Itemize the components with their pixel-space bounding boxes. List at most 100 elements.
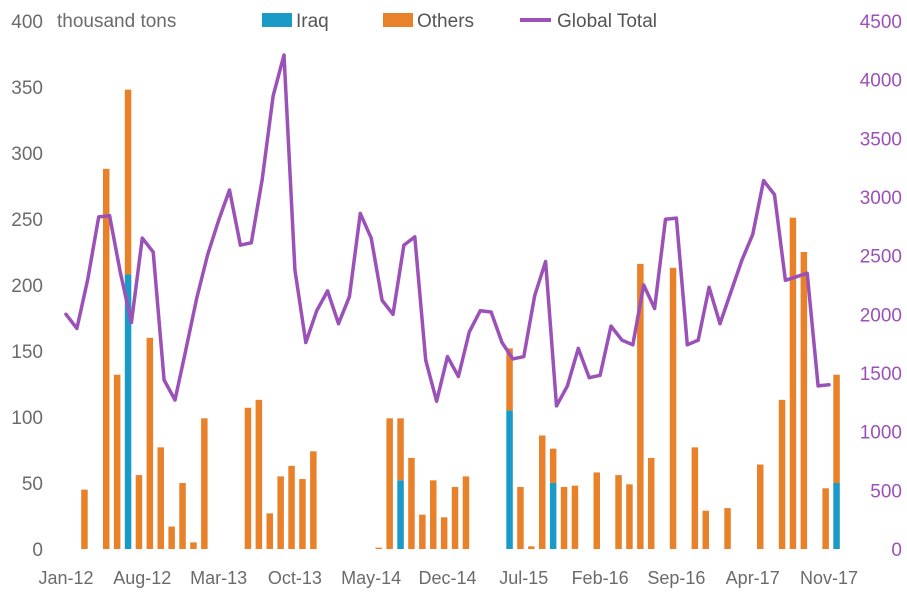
bar-iraq (833, 483, 840, 549)
y-right-tick-label: 1500 (860, 364, 902, 385)
global-total-point (456, 374, 460, 379)
bar-others (244, 407, 252, 549)
bar-others (539, 435, 546, 549)
bar-others (789, 217, 797, 549)
global-total-point (206, 252, 210, 257)
global-total-point (391, 312, 395, 316)
global-total-point (805, 271, 809, 275)
bar-others (615, 475, 622, 549)
global-total-point (794, 275, 798, 279)
y-left-tick-label: 0 (32, 540, 43, 561)
bar-others (124, 89, 132, 275)
legend-swatch-iraq (262, 13, 292, 27)
global-total-point (195, 296, 199, 300)
global-total-point (336, 322, 341, 326)
y-right-tick-label: 1000 (860, 423, 902, 444)
bar-others (266, 513, 273, 549)
global-total-point (129, 320, 133, 325)
bar-others (637, 263, 644, 549)
global-total-point (75, 326, 79, 331)
y-left-tick-label: 350 (11, 78, 43, 99)
global-total-point (118, 271, 123, 275)
x-tick-label: Jan-12 (38, 568, 93, 588)
legend-swatch-others (383, 13, 413, 27)
bar-others (375, 547, 382, 549)
global-total-point (565, 384, 570, 388)
y-axis-left-ticks: 0 50 100 150 200 250 300 350 400 (11, 12, 43, 561)
bar-others (201, 418, 208, 549)
bar-others (648, 457, 655, 549)
global-total-point (631, 343, 635, 347)
global-total-point (663, 217, 668, 221)
x-tick-label: May-14 (341, 568, 401, 588)
bar-others (669, 267, 677, 549)
global-total-point (598, 373, 602, 377)
bar-others (440, 517, 448, 549)
bar-others (288, 465, 295, 549)
y-right-tick-label: 2000 (860, 305, 902, 326)
legend-item-iraq: Iraq (262, 11, 329, 32)
bar-others (419, 514, 426, 549)
legend: Iraq Others Global Total (262, 11, 657, 32)
global-total-point (685, 343, 689, 347)
global-total-point (238, 243, 242, 247)
bar-others (691, 447, 699, 549)
global-total-line-layer (64, 53, 831, 408)
global-total-point (544, 259, 548, 264)
bar-others (157, 447, 164, 549)
y-left-tick-label: 400 (11, 12, 43, 33)
bar-others (451, 486, 459, 549)
bar-others (757, 464, 764, 549)
y-left-tick-label: 200 (11, 276, 43, 297)
bar-others (430, 480, 437, 549)
global-total-point (587, 376, 591, 380)
y-right-tick-label: 0 (891, 540, 902, 561)
global-total-point (184, 347, 188, 352)
global-total-point (762, 178, 766, 183)
global-total-point (489, 310, 493, 314)
x-tick-label: Oct-13 (268, 568, 322, 588)
legend-label-global-total: Global Total (557, 11, 657, 32)
global-total-point (227, 188, 232, 192)
bar-others (310, 451, 317, 549)
global-total-point (304, 340, 308, 345)
bar-others (190, 542, 197, 549)
bar-iraq (124, 274, 132, 549)
bar-others (397, 418, 404, 481)
global-total-point (402, 243, 406, 247)
global-total-point (151, 250, 155, 254)
global-total-point (86, 277, 90, 281)
bar-iraq (506, 410, 513, 549)
y-right-tick-label: 3500 (860, 129, 902, 150)
bar-others (299, 479, 306, 549)
global-total-point (358, 211, 362, 216)
global-total-point (751, 232, 755, 237)
y-left-tick-label: 100 (11, 408, 43, 429)
global-total-point (609, 324, 613, 328)
global-total-point (533, 293, 537, 298)
global-total-point (642, 283, 646, 287)
legend-label-iraq: Iraq (296, 11, 329, 32)
global-total-point (271, 94, 275, 98)
global-total-point (576, 346, 580, 350)
global-total-point (249, 241, 253, 245)
y-left-tick-label: 300 (11, 144, 43, 165)
global-total-point (173, 398, 177, 402)
global-total-point (500, 340, 504, 345)
bar-others (517, 486, 524, 549)
y-right-tick-label: 500 (870, 481, 902, 502)
bar-others (135, 475, 143, 549)
global-total-point (718, 322, 722, 326)
bar-others (833, 374, 840, 483)
global-total-point (445, 354, 450, 359)
bar-others (528, 546, 535, 549)
bar-others (506, 348, 513, 411)
bar-others (800, 252, 808, 549)
y-right-tick-label: 2500 (860, 247, 902, 268)
bar-others (277, 476, 284, 549)
bar-iraq (549, 483, 557, 549)
bar-iraq (397, 480, 404, 549)
global-total-line (64, 53, 831, 408)
bars (81, 89, 840, 549)
bar-others (386, 418, 393, 549)
